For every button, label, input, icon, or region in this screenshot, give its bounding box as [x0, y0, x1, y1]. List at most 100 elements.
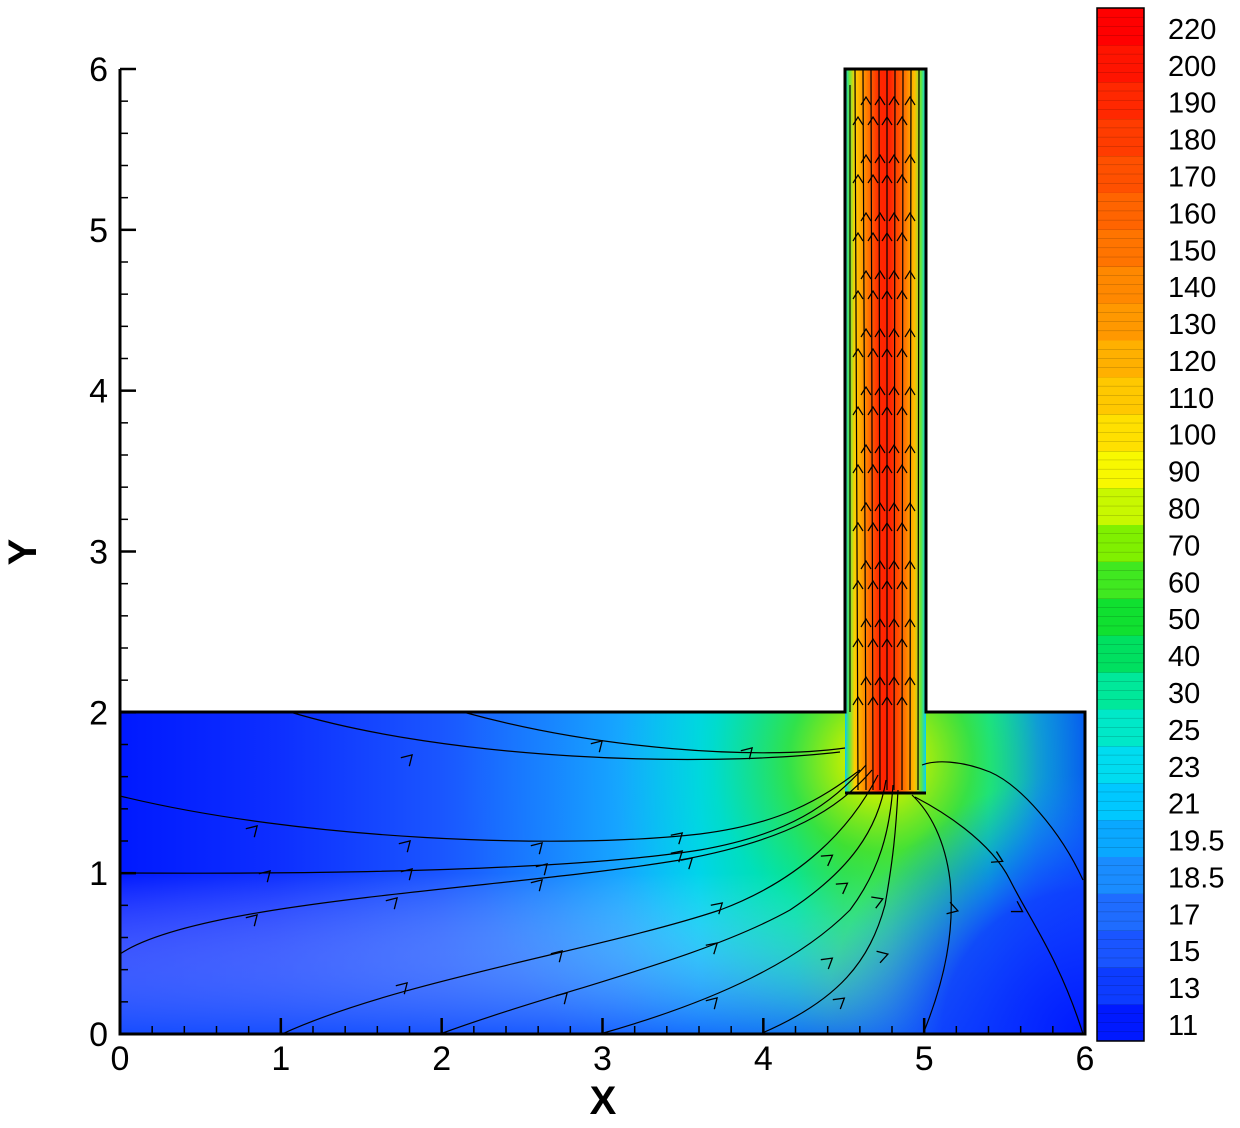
streamline: [759, 789, 899, 1035]
streamlines: [119, 68, 1084, 1035]
streamline-arrow: [881, 637, 893, 648]
streamline-arrow: [867, 173, 879, 184]
colorbar-swatch: [1097, 819, 1144, 858]
streamline-arrow: [705, 996, 719, 1010]
y-tick-label: 6: [89, 51, 108, 89]
streamline-arrow: [874, 211, 886, 222]
colorbar-swatch: [1097, 81, 1144, 120]
streamline-arrow: [881, 347, 893, 358]
streamline-arrow: [530, 841, 544, 855]
colorbar-swatch: [1097, 782, 1144, 821]
streamline-arrow: [904, 211, 916, 222]
colorbar-swatch: [1097, 893, 1144, 931]
streamline-arrow: [670, 850, 684, 863]
colorbar-swatch: [1097, 192, 1144, 230]
colorbar-swatch: [1097, 118, 1144, 157]
colorbar-label: 100: [1168, 420, 1216, 452]
streamline-arrow: [896, 347, 908, 358]
streamline-arrow: [888, 269, 900, 280]
streamline-arrow: [680, 857, 694, 870]
streamline-arrow: [881, 231, 893, 242]
streamline-arrow: [852, 695, 864, 706]
streamline-arrow: [904, 443, 916, 454]
streamline-arrow: [904, 327, 916, 338]
streamline-arrow: [860, 443, 872, 454]
colorbar-swatch: [1097, 266, 1144, 304]
streamline-arrow: [888, 617, 900, 628]
streamline: [289, 711, 841, 761]
streamline-arrow: [874, 501, 886, 512]
streamline-arrow: [550, 949, 564, 963]
streamline-arrow: [946, 901, 960, 915]
streamline-arrow: [896, 289, 908, 300]
streamline-arrow: [874, 95, 886, 106]
streamline-arrow: [555, 991, 569, 1005]
streamline-arrow: [867, 347, 879, 358]
streamline-arrow: [904, 95, 916, 106]
streamline: [599, 784, 894, 1035]
streamline-arrow: [852, 521, 864, 532]
streamline-arrow: [876, 950, 890, 964]
streamline-arrow: [874, 443, 886, 454]
streamline-arrow: [896, 579, 908, 590]
streamline-arrow: [860, 501, 872, 512]
x-axis-title: X: [590, 1079, 617, 1123]
streamline-arrow: [991, 851, 1004, 863]
streamline-arrow: [904, 675, 916, 686]
streamline-arrow: [590, 739, 604, 753]
colorbar-swatch: [1097, 229, 1144, 267]
colorbar-label: 170: [1168, 161, 1216, 193]
streamline-arrow: [867, 695, 879, 706]
streamline-arrow: [860, 385, 872, 396]
streamline-arrow: [874, 675, 886, 686]
colorbar-label: 19.5: [1168, 826, 1224, 858]
streamline-arrow: [1010, 900, 1024, 913]
streamline-arrow: [245, 824, 259, 838]
y-tick-label: 5: [89, 212, 108, 250]
streamline: [921, 761, 1084, 881]
colorbar-label: 11: [1168, 1010, 1198, 1042]
colorbar-label: 150: [1168, 235, 1216, 267]
colorbar-label: 140: [1168, 272, 1216, 304]
colorbar-label: 30: [1168, 678, 1200, 710]
streamline-arrow: [896, 463, 908, 474]
colorbar-swatch: [1097, 376, 1144, 415]
x-tick-label: 5: [915, 1040, 934, 1078]
streamline-arrow: [874, 327, 886, 338]
streamline-arrow: [852, 289, 864, 300]
streamline-arrow: [896, 115, 908, 126]
streamline-arrow: [385, 896, 399, 910]
streamline-arrow: [835, 882, 849, 895]
streamline-arrow: [904, 269, 916, 280]
streamline-arrow: [832, 997, 846, 1010]
colorbar-label: 220: [1168, 14, 1216, 46]
streamline-arrow: [867, 405, 879, 416]
colorbar-label: 130: [1168, 309, 1216, 341]
streamline-arrow: [896, 521, 908, 532]
colorbar-label: 15: [1168, 936, 1200, 968]
streamline-arrow: [395, 981, 409, 995]
streamline-arrow: [867, 637, 879, 648]
streamline-arrow: [398, 839, 412, 853]
x-tick-label: 1: [271, 1040, 290, 1078]
colorbar-swatch: [1097, 155, 1144, 193]
colorbar-label: 200: [1168, 51, 1216, 83]
colorbar: 11 13 15 17 18.5 19.5 21 23 25 30 40 50 60 70 80 90 100 1…: [1096, 7, 1224, 1042]
streamline-arrow: [852, 231, 864, 242]
streamline: [849, 68, 881, 791]
streamline-arrow: [867, 463, 879, 474]
streamline-arrow: [881, 463, 893, 474]
streamline-arrow: [852, 637, 864, 648]
colorbar-label: 17: [1168, 899, 1200, 931]
colorbar-label: 50: [1168, 604, 1200, 636]
colorbar-label: 110: [1168, 383, 1214, 415]
x-tick-label: 6: [1076, 1040, 1095, 1078]
streamline-arrow: [705, 942, 719, 955]
colorbar-label: 190: [1168, 88, 1216, 120]
colorbar-swatch: [1097, 708, 1144, 747]
streamline-arrow: [874, 617, 886, 628]
streamline-arrow: [860, 211, 872, 222]
streamline: [914, 796, 1084, 1035]
colorbar-swatch: [1097, 340, 1144, 378]
